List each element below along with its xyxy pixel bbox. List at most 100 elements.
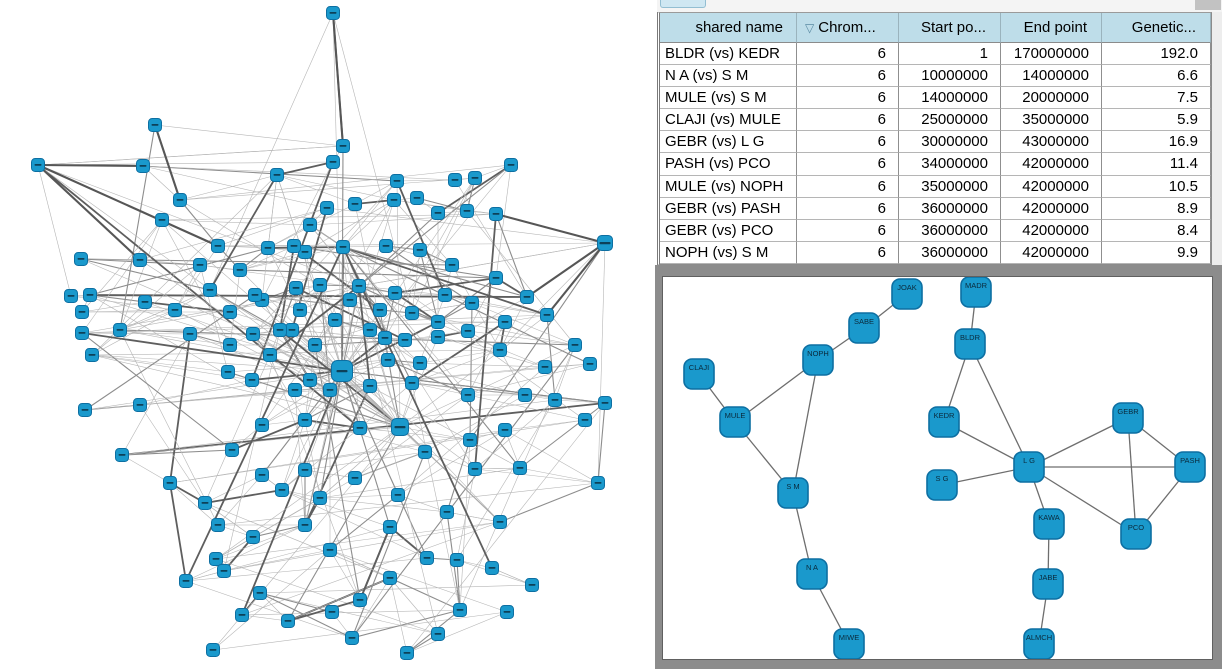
column-header-shared-name[interactable]: shared name bbox=[660, 13, 797, 43]
network-node[interactable] bbox=[203, 283, 217, 297]
network-node[interactable] bbox=[513, 461, 527, 475]
table-scrollbar[interactable] bbox=[1195, 0, 1221, 10]
network-node[interactable] bbox=[255, 418, 269, 432]
table-row[interactable]: GEBR (vs) PASH 6 36000000 42000000 8.9 bbox=[660, 197, 1211, 220]
network-node[interactable] bbox=[246, 530, 260, 544]
network-node[interactable] bbox=[193, 258, 207, 272]
column-header-genetic[interactable]: Genetic... bbox=[1102, 13, 1211, 43]
network-node[interactable] bbox=[326, 155, 340, 169]
detail-network-canvas[interactable]: JOAK MADR SABE BLDR NOPH CLAJI MULE KEDR GEBR L G… bbox=[663, 276, 1212, 660]
network-node[interactable] bbox=[303, 218, 317, 232]
network-node[interactable] bbox=[493, 343, 507, 357]
network-node[interactable]: N A bbox=[796, 558, 828, 590]
network-node[interactable] bbox=[235, 608, 249, 622]
network-node[interactable] bbox=[431, 315, 445, 329]
network-node[interactable] bbox=[489, 271, 503, 285]
network-node[interactable] bbox=[261, 241, 275, 255]
network-node[interactable] bbox=[485, 561, 499, 575]
network-node[interactable] bbox=[133, 253, 147, 267]
network-node[interactable]: S G bbox=[926, 469, 958, 501]
network-node[interactable] bbox=[198, 496, 212, 510]
network-node[interactable] bbox=[405, 306, 419, 320]
network-node[interactable] bbox=[298, 245, 312, 259]
network-node[interactable] bbox=[289, 281, 303, 295]
network-node[interactable]: ALMCH bbox=[1023, 628, 1055, 660]
network-node[interactable] bbox=[336, 139, 350, 153]
network-node[interactable]: JABE bbox=[1032, 568, 1064, 600]
network-node[interactable]: NOPH bbox=[802, 344, 834, 376]
network-node[interactable] bbox=[420, 551, 434, 565]
network-node[interactable]: BLDR bbox=[954, 328, 986, 360]
network-node[interactable] bbox=[410, 191, 424, 205]
network-node[interactable] bbox=[336, 240, 350, 254]
network-node[interactable] bbox=[75, 326, 89, 340]
network-node[interactable] bbox=[313, 278, 327, 292]
network-node[interactable] bbox=[538, 360, 552, 374]
overview-network-canvas[interactable] bbox=[0, 0, 657, 669]
network-node[interactable] bbox=[373, 303, 387, 317]
network-node[interactable]: MIWE bbox=[833, 628, 865, 660]
network-node[interactable] bbox=[209, 552, 223, 566]
network-node[interactable] bbox=[136, 159, 150, 173]
network-node[interactable] bbox=[448, 173, 462, 187]
network-node[interactable]: PCO bbox=[1120, 518, 1152, 550]
column-header-end-point[interactable]: End point bbox=[1001, 13, 1102, 43]
network-node[interactable] bbox=[138, 295, 152, 309]
table-row[interactable]: MULE (vs) NOPH 6 35000000 42000000 10.5 bbox=[660, 175, 1211, 198]
network-node[interactable] bbox=[287, 239, 301, 253]
network-node[interactable] bbox=[248, 288, 262, 302]
network-node[interactable]: SABE bbox=[848, 312, 880, 344]
network-node[interactable] bbox=[461, 324, 475, 338]
network-node[interactable] bbox=[440, 505, 454, 519]
network-node[interactable] bbox=[431, 627, 445, 641]
table-row[interactable]: GEBR (vs) L G 6 30000000 43000000 16.9 bbox=[660, 131, 1211, 154]
network-node[interactable] bbox=[263, 348, 277, 362]
network-node[interactable] bbox=[387, 193, 401, 207]
table-row[interactable]: NOPH (vs) S M 6 36000000 42000000 9.9 bbox=[660, 241, 1211, 264]
network-node[interactable] bbox=[281, 614, 295, 628]
network-node[interactable] bbox=[400, 646, 414, 660]
network-node[interactable] bbox=[223, 338, 237, 352]
network-node[interactable] bbox=[313, 491, 327, 505]
network-node[interactable] bbox=[183, 327, 197, 341]
network-node[interactable] bbox=[273, 323, 287, 337]
network-node[interactable] bbox=[493, 515, 507, 529]
table-tab[interactable] bbox=[660, 0, 706, 8]
network-node[interactable]: JOAK bbox=[891, 278, 923, 310]
network-node[interactable] bbox=[211, 518, 225, 532]
network-node[interactable]: KEDR bbox=[928, 406, 960, 438]
network-node[interactable] bbox=[597, 235, 613, 251]
network-node[interactable] bbox=[465, 296, 479, 310]
network-node[interactable] bbox=[75, 305, 89, 319]
network-node[interactable] bbox=[381, 353, 395, 367]
network-node[interactable] bbox=[353, 593, 367, 607]
network-node[interactable] bbox=[298, 463, 312, 477]
network-node[interactable]: PASH bbox=[1174, 451, 1206, 483]
network-node[interactable] bbox=[461, 388, 475, 402]
network-node[interactable] bbox=[320, 201, 334, 215]
network-node[interactable] bbox=[468, 462, 482, 476]
network-node[interactable] bbox=[328, 313, 342, 327]
network-node[interactable] bbox=[445, 258, 459, 272]
network-node[interactable] bbox=[463, 433, 477, 447]
network-node[interactable]: GEBR bbox=[1112, 402, 1144, 434]
network-node[interactable] bbox=[31, 158, 45, 172]
network-node[interactable]: CLAJI bbox=[683, 358, 715, 390]
network-node[interactable] bbox=[498, 423, 512, 437]
network-node[interactable] bbox=[390, 174, 404, 188]
network-node[interactable] bbox=[548, 393, 562, 407]
network-node[interactable] bbox=[363, 323, 377, 337]
network-node[interactable] bbox=[504, 158, 518, 172]
network-node[interactable] bbox=[303, 373, 317, 387]
network-node[interactable] bbox=[275, 483, 289, 497]
network-node[interactable] bbox=[525, 578, 539, 592]
network-node[interactable] bbox=[225, 443, 239, 457]
network-node[interactable] bbox=[78, 403, 92, 417]
network-node[interactable] bbox=[211, 239, 225, 253]
table-row[interactable]: GEBR (vs) PCO 6 36000000 42000000 8.4 bbox=[660, 219, 1211, 242]
table-row[interactable]: CLAJI (vs) MULE 6 25000000 35000000 5.9 bbox=[660, 109, 1211, 132]
table-row[interactable]: MULE (vs) S M 6 14000000 20000000 7.5 bbox=[660, 87, 1211, 110]
column-header-start-point[interactable]: Start po... bbox=[899, 13, 1001, 43]
table-row[interactable]: PASH (vs) PCO 6 34000000 42000000 11.4 bbox=[660, 153, 1211, 176]
network-node[interactable] bbox=[163, 476, 177, 490]
